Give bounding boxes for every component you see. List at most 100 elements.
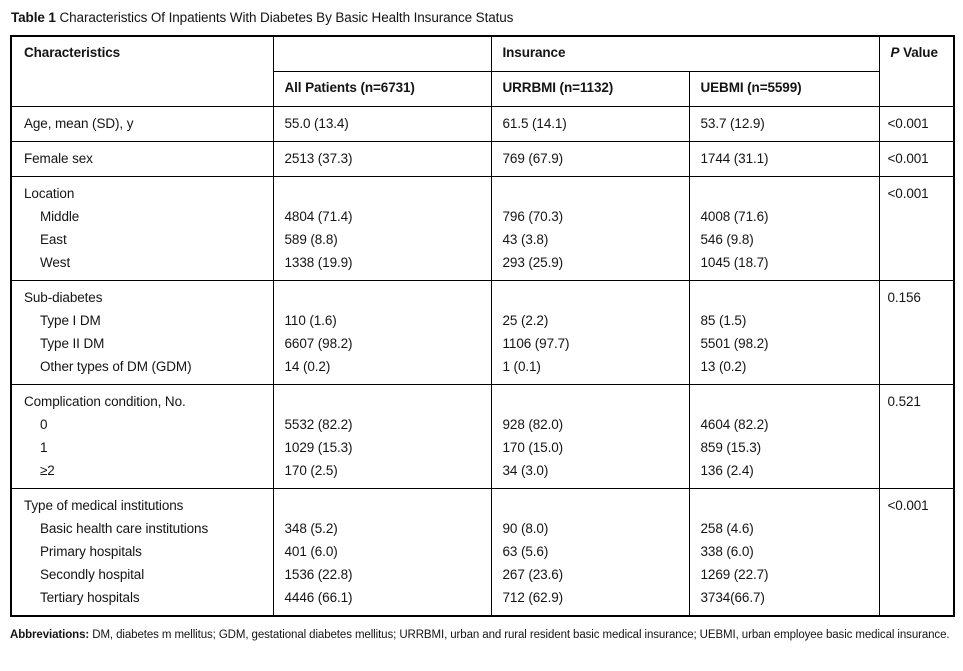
table-header: Characteristics Insurance P Value All Pa…: [10, 35, 955, 107]
cell-value: 338 (6.0): [700, 543, 754, 559]
uebmi-cell: 53.7 (12.9): [688, 105, 880, 142]
urrbmi-cell: 90 (8.0) 63 (5.6) 267 (23.6) 712 (62.9): [490, 487, 690, 616]
table-title: Table 1 Characteristics Of Inpatients Wi…: [11, 10, 953, 25]
cell-value: 170 (15.0): [502, 439, 564, 455]
cell-value: 796 (70.3): [502, 208, 564, 224]
table-row: Location Middle East West 4804 (71.4) 58…: [10, 175, 955, 281]
cell-value: 43 (3.8): [502, 231, 549, 247]
urrbmi-cell: 928 (82.0) 170 (15.0) 34 (3.0): [490, 383, 690, 489]
cell-value: 348 (5.2): [284, 520, 338, 536]
row-label: Basic health care institutions: [40, 520, 209, 536]
cell-value: 4604 (82.2): [700, 416, 769, 432]
cell-value: 1744 (31.1): [700, 150, 769, 166]
cell-value: [492, 182, 689, 205]
cell-value: 1029 (15.3): [284, 439, 353, 455]
cell-value: 5501 (98.2): [700, 335, 769, 351]
cell-value: 63 (5.6): [502, 543, 549, 559]
header-p-value: P Value: [878, 35, 955, 107]
row-label: Other types of DM (GDM): [40, 358, 192, 374]
cell-value: 928 (82.0): [502, 416, 564, 432]
cell-value: 712 (62.9): [502, 589, 564, 605]
all-patients-cell: 348 (5.2) 401 (6.0) 1536 (22.8) 4446 (66…: [272, 487, 492, 616]
all-patients-cell: 110 (1.6) 6607 (98.2) 14 (0.2): [272, 279, 492, 385]
row-label: Female sex: [24, 150, 93, 166]
cell-value: 90 (8.0): [502, 520, 549, 536]
cell-value: 6607 (98.2): [284, 335, 353, 351]
uebmi-cell: 4008 (71.6) 546 (9.8) 1045 (18.7): [688, 175, 880, 281]
p-value: <0.001: [887, 115, 929, 131]
all-patients-cell: 2513 (37.3): [272, 140, 492, 177]
p-value-cell: 0.521: [878, 383, 955, 489]
cell-value: 4008 (71.6): [700, 208, 769, 224]
uebmi-cell: 1744 (31.1): [688, 140, 880, 177]
cell-value: 1338 (19.9): [284, 254, 353, 270]
cell-value: 589 (8.8): [284, 231, 338, 247]
table-body: Age, mean (SD), y 55.0 (13.4) 61.5 (14.1…: [10, 105, 955, 616]
cell-value: 53.7 (12.9): [700, 115, 765, 131]
p-value-cell: 0.156: [878, 279, 955, 385]
cell-value: 769 (67.9): [502, 150, 564, 166]
cell-value: [690, 286, 879, 309]
cell-value: 1269 (22.7): [700, 566, 769, 582]
urrbmi-cell: 25 (2.2) 1106 (97.7) 1 (0.1): [490, 279, 690, 385]
cell-value: [492, 494, 689, 517]
header-row-2: All Patients (n=6731) URRBMI (n=1132) UE…: [11, 70, 954, 107]
header-insurance: Insurance: [490, 35, 880, 72]
footnote: Abbreviations: DM, diabetes m mellitus; …: [10, 626, 953, 645]
urrbmi-cell: 796 (70.3) 43 (3.8) 293 (25.9): [490, 175, 690, 281]
cell-value: 1 (0.1): [502, 358, 541, 374]
uebmi-cell: 85 (1.5) 5501 (98.2) 13 (0.2): [688, 279, 880, 385]
cell-value: 3734(66.7): [700, 589, 765, 605]
row-label: West: [40, 254, 71, 270]
header-characteristics: Characteristics: [10, 35, 274, 107]
footnote-label: Abbreviations:: [10, 628, 90, 641]
cell-value: 267 (23.6): [502, 566, 564, 582]
p-value: <0.001: [887, 497, 929, 513]
cell-value: [274, 286, 491, 309]
row-label: East: [40, 231, 67, 247]
row-label: Middle: [40, 208, 80, 224]
p-value-cell: <0.001: [878, 105, 955, 142]
cell-value: 1045 (18.7): [700, 254, 769, 270]
table-title-label: Table 1: [11, 10, 56, 25]
cell-value: [274, 390, 491, 413]
cell-value: [492, 390, 689, 413]
cell-value: 4804 (71.4): [284, 208, 353, 224]
characteristics-table: Characteristics Insurance P Value All Pa…: [10, 35, 956, 617]
p-value: <0.001: [887, 150, 929, 166]
table-row: Complication condition, No. 0 1 ≥2 5532 …: [10, 383, 955, 489]
cell-value: [274, 182, 491, 205]
urrbmi-cell: 61.5 (14.1): [490, 105, 690, 142]
p-value: 0.521: [887, 393, 921, 409]
cell-value: 1106 (97.7): [502, 335, 570, 351]
cell-value: 4446 (66.1): [284, 589, 353, 605]
table-row: Age, mean (SD), y 55.0 (13.4) 61.5 (14.1…: [10, 105, 955, 142]
all-patients-cell: 5532 (82.2) 1029 (15.3) 170 (2.5): [272, 383, 492, 489]
cell-value: 258 (4.6): [700, 520, 754, 536]
cell-value: [690, 182, 879, 205]
row-label: Type I DM: [40, 312, 101, 328]
cell-value: 2513 (37.3): [284, 150, 353, 166]
header-p-value-rest: Value: [903, 45, 938, 60]
header-urrbmi: URRBMI (n=1132): [490, 70, 690, 107]
cell-value: 546 (9.8): [700, 231, 754, 247]
row-label-cell: Complication condition, No. 0 1 ≥2: [10, 383, 274, 489]
cell-value: 61.5 (14.1): [502, 115, 567, 131]
cell-value: 25 (2.2): [502, 312, 549, 328]
row-label-cell: Female sex: [10, 140, 274, 177]
row-label-cell: Location Middle East West: [10, 175, 274, 281]
header-row-1: Characteristics Insurance P Value: [10, 35, 955, 107]
p-value-cell: <0.001: [878, 140, 955, 177]
header-uebmi: UEBMI (n=5599): [688, 70, 880, 107]
row-label: ≥2: [40, 462, 55, 478]
row-label: Type II DM: [40, 335, 105, 351]
row-label: Type of medical institutions: [24, 497, 184, 513]
cell-value: 136 (2.4): [700, 462, 754, 478]
cell-value: 110 (1.6): [284, 312, 337, 328]
cell-value: 34 (3.0): [502, 462, 549, 478]
row-label: Age, mean (SD), y: [24, 115, 134, 131]
urrbmi-cell: 769 (67.9): [490, 140, 690, 177]
footnote-text: DM, diabetes m mellitus; GDM, gestationa…: [92, 628, 950, 641]
p-value: <0.001: [887, 185, 929, 201]
cell-value: 13 (0.2): [700, 358, 747, 374]
